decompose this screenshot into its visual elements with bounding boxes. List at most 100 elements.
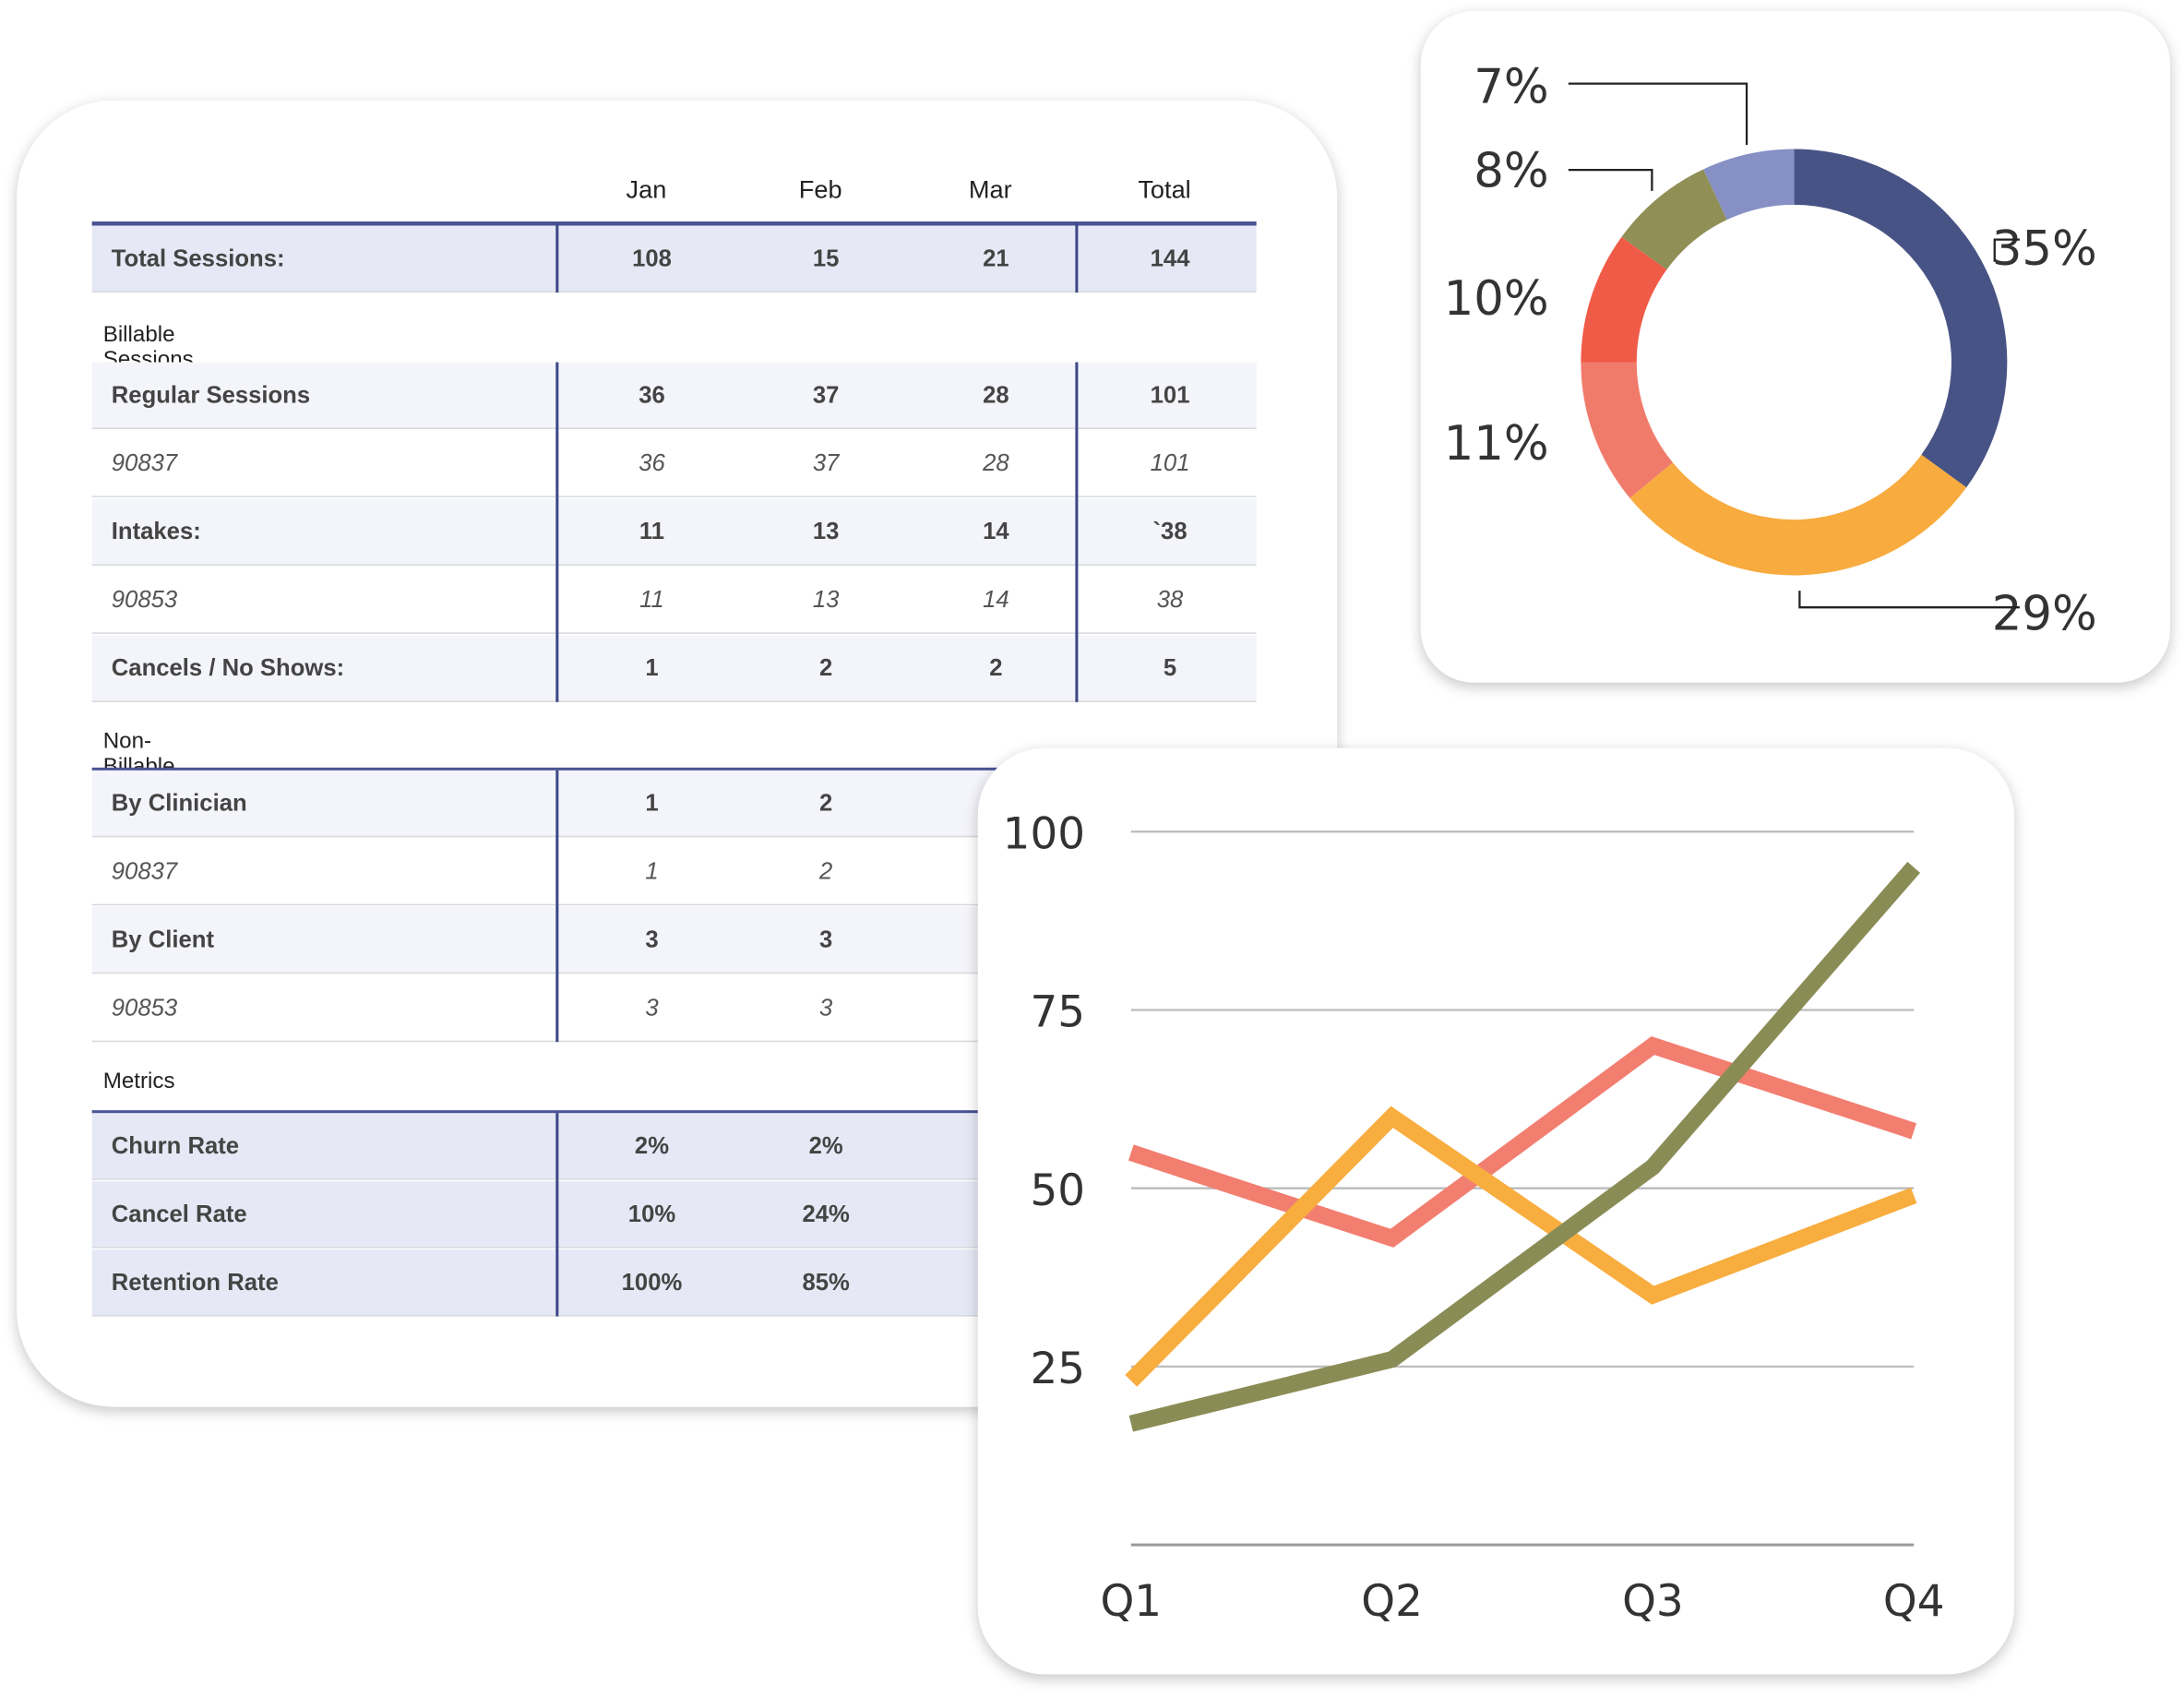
row-value: 11: [638, 518, 665, 545]
row-label: By Clinician: [111, 789, 247, 817]
row-value: 38: [1156, 586, 1184, 614]
slice-label: 10%: [1444, 271, 1549, 327]
slice-label: 35%: [1992, 221, 2097, 277]
row-label: 90837: [111, 449, 178, 477]
donut-chart: 35% 29% 11% 10% 8% 7%: [1444, 60, 2097, 642]
row-value: 2: [819, 654, 833, 682]
table-row: 90837 36 37 28 101: [91, 430, 1257, 497]
row-value: 2%: [808, 1132, 843, 1159]
row-value: 28: [983, 449, 1009, 477]
table-top-rule: [91, 221, 1257, 226]
line-series-1: [1128, 1036, 1917, 1248]
row-value: 100%: [621, 1269, 683, 1296]
column-divider: [1075, 362, 1079, 702]
total-sessions-row: Total Sessions: 108 15 21 144: [91, 225, 1257, 293]
donut-slice: [1581, 362, 1673, 498]
table-row: 90853 11 13 14 38: [91, 567, 1257, 634]
y-tick-label: 25: [1030, 1344, 1085, 1394]
leader-line: [1798, 591, 2020, 609]
row-value: 2: [819, 789, 833, 817]
row-label: By Client: [111, 926, 215, 953]
row-label: Cancels / No Shows:: [111, 654, 345, 682]
column-divider: [555, 222, 559, 293]
section-title: Metrics: [102, 1070, 175, 1094]
line-series-3: [1128, 861, 1921, 1432]
row-value: 37: [812, 449, 840, 477]
row-value: 3: [819, 926, 833, 953]
row-value: 13: [812, 586, 840, 614]
row-value: `38: [1152, 518, 1187, 545]
row-value: 108: [632, 245, 672, 272]
row-label: Intakes:: [111, 518, 201, 545]
row-value: 10%: [627, 1201, 676, 1227]
column-header-mar: Mar: [968, 175, 1012, 204]
row-value: 36: [638, 381, 665, 409]
column-divider: [555, 362, 559, 702]
row-value: 13: [812, 518, 840, 545]
row-label: 90853: [111, 994, 178, 1022]
y-tick-label: 50: [1030, 1166, 1085, 1216]
row-value: 101: [1150, 381, 1190, 409]
line-chart: 25 50 75 100 Q1 Q2 Q3 Q4: [1003, 809, 1945, 1627]
x-tick-label: Q4: [1883, 1577, 1945, 1627]
column-header-total: Total: [1138, 175, 1191, 204]
row-value: 5: [1163, 654, 1177, 682]
row-value: 1: [645, 789, 659, 817]
row-value: 28: [983, 381, 1009, 409]
donut-slice: [1581, 236, 1667, 363]
leader-line: [1993, 238, 2020, 262]
table-row: Intakes: 11 13 14 `38: [91, 498, 1257, 566]
row-value: 15: [812, 245, 840, 272]
row-value: 3: [645, 994, 659, 1022]
leader-line: [1568, 82, 1748, 145]
y-tick-label: 75: [1030, 988, 1085, 1038]
slice-label: 11%: [1444, 416, 1549, 472]
column-header-jan: Jan: [626, 175, 667, 204]
row-value: 3: [819, 994, 833, 1022]
row-value: 11: [639, 586, 664, 614]
column-header-feb: Feb: [798, 175, 842, 204]
slice-label: 7%: [1474, 60, 1548, 115]
leader-line: [1568, 169, 1653, 191]
row-value: 24%: [802, 1201, 850, 1227]
donut-chart-card: 35% 29% 11% 10% 8% 7%: [1420, 11, 2170, 683]
section-top-rule: [91, 767, 997, 772]
donut-slice: [1629, 454, 1967, 576]
row-label: Churn Rate: [111, 1132, 240, 1159]
row-value: 2%: [634, 1132, 670, 1159]
x-tick-label: Q3: [1622, 1577, 1684, 1627]
donut-slice: [1794, 149, 2008, 488]
x-tick-label: Q1: [1100, 1577, 1162, 1627]
row-value: 85%: [802, 1269, 850, 1296]
row-value: 21: [983, 245, 1009, 272]
section-top-rule: [91, 1110, 997, 1115]
row-value: 1: [645, 654, 659, 682]
row-value: 101: [1150, 449, 1190, 477]
row-label: 90837: [111, 857, 178, 885]
column-divider: [1075, 222, 1079, 293]
table-row: Cancels / No Shows: 1 2 2 5: [91, 635, 1257, 702]
slice-label: 8%: [1474, 143, 1548, 198]
row-label: Regular Sessions: [111, 381, 311, 409]
row-value: 3: [645, 926, 659, 953]
line-chart-card: 25 50 75 100 Q1 Q2 Q3 Q4: [977, 747, 2014, 1675]
table-row: Regular Sessions 36 37 28 101: [91, 362, 1257, 429]
row-value: 2: [989, 654, 1003, 682]
column-divider: [555, 770, 559, 1043]
row-value: 14: [983, 586, 1009, 614]
row-label: Total Sessions:: [111, 245, 285, 272]
row-value: 37: [812, 381, 840, 409]
row-label: Retention Rate: [111, 1269, 279, 1296]
y-tick-label: 100: [1003, 809, 1085, 859]
line-series-2: [1125, 1105, 1917, 1387]
row-value: 2: [819, 857, 833, 885]
column-divider: [555, 1113, 559, 1317]
row-label: 90853: [111, 586, 178, 614]
donut-slice: [1621, 169, 1727, 270]
row-value: 1: [645, 857, 659, 885]
donut-slice: [1703, 149, 1795, 221]
row-value: 14: [983, 518, 1009, 545]
slice-label: 29%: [1992, 586, 2097, 641]
row-value: 36: [638, 449, 665, 477]
